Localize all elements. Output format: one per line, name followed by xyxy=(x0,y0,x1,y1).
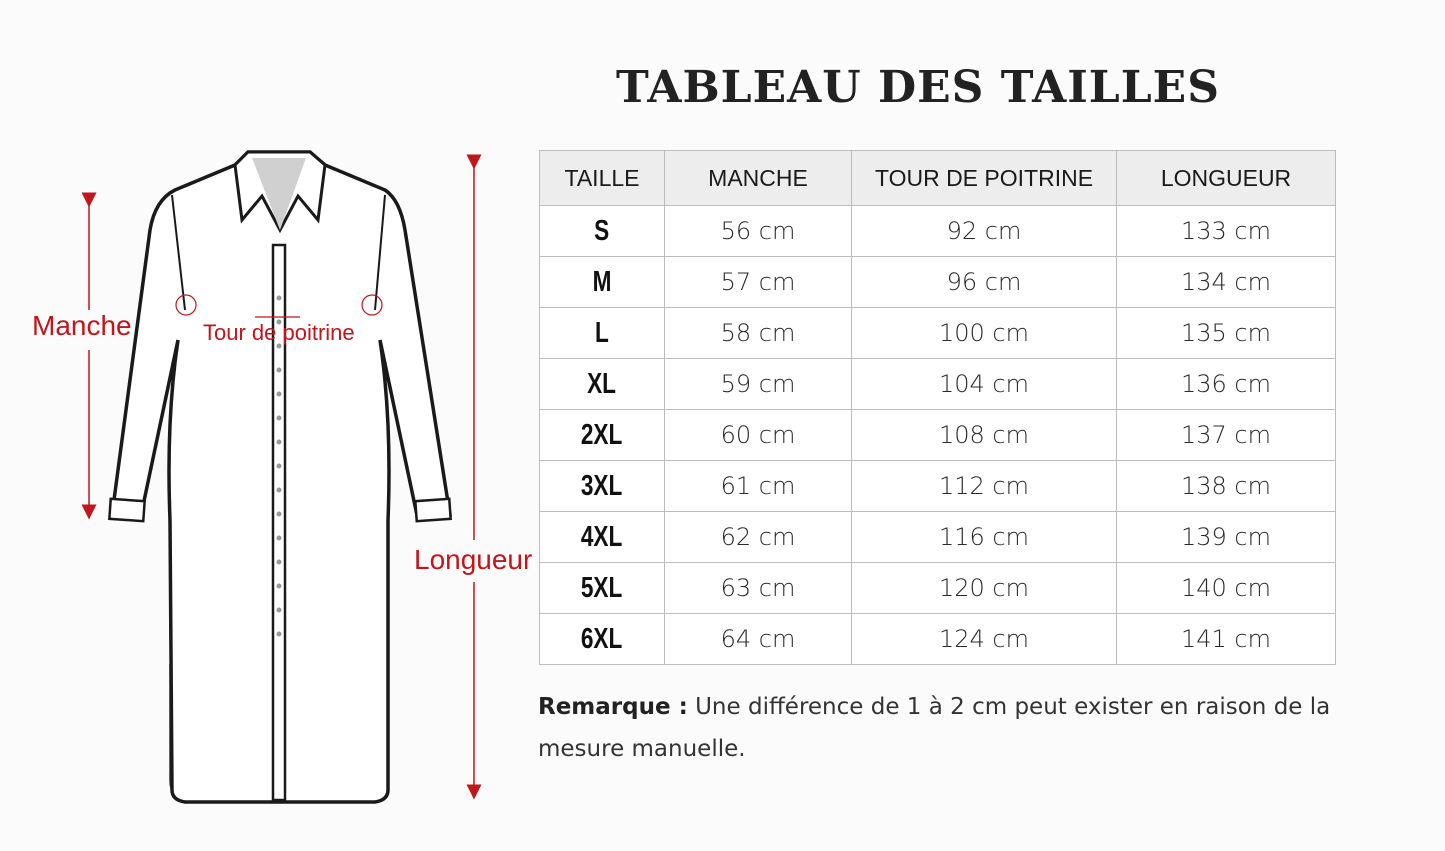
table-row: 2XL 60 cm 108 cm 137 cm xyxy=(539,409,1336,461)
size-label: XL xyxy=(587,367,617,400)
cell-size: S xyxy=(539,205,665,257)
cell-size: 3XL xyxy=(539,460,665,512)
size-label: 2XL xyxy=(581,418,623,451)
table-row: XL 59 cm 104 cm 136 cm xyxy=(539,358,1336,410)
cell-size: 5XL xyxy=(539,562,665,614)
table-row: L 58 cm 100 cm 135 cm xyxy=(539,307,1336,359)
cell-sleeve: 57 cm xyxy=(664,256,852,308)
cell-length: 134 cm xyxy=(1116,256,1336,308)
size-table: TAILLE MANCHE TOUR DE POITRINE LONGUEUR … xyxy=(539,150,1336,665)
cell-chest: 96 cm xyxy=(851,256,1117,308)
cell-length: 139 cm xyxy=(1116,511,1336,563)
size-label: M xyxy=(592,265,612,298)
cell-chest: 116 cm xyxy=(851,511,1117,563)
table-row: S 56 cm 92 cm 133 cm xyxy=(539,205,1336,257)
chest-label: Tour de poitrine xyxy=(203,320,355,345)
note: Remarque : Une différence de 1 à 2 cm pe… xyxy=(538,686,1338,770)
cell-chest: 104 cm xyxy=(851,358,1117,410)
cell-chest: 100 cm xyxy=(851,307,1117,359)
shirt-dress-illustration xyxy=(81,150,482,804)
table-header-row: TAILLE MANCHE TOUR DE POITRINE LONGUEUR xyxy=(539,150,1336,206)
page-title: TABLEAU DES TAILLES xyxy=(616,62,1220,113)
size-label: S xyxy=(594,214,610,247)
cell-size: 2XL xyxy=(539,409,665,461)
cell-length: 133 cm xyxy=(1116,205,1336,257)
size-label: 3XL xyxy=(581,469,623,502)
header-size: TAILLE xyxy=(539,150,665,206)
cell-chest: 92 cm xyxy=(851,205,1117,257)
cell-sleeve: 64 cm xyxy=(664,613,852,665)
cell-length: 140 cm xyxy=(1116,562,1336,614)
table-row: 3XL 61 cm 112 cm 138 cm xyxy=(539,460,1336,512)
sleeve-label: Manche xyxy=(32,310,132,341)
header-length: LONGUEUR xyxy=(1116,150,1336,206)
cell-chest: 112 cm xyxy=(851,460,1117,512)
cell-sleeve: 62 cm xyxy=(664,511,852,563)
size-label: 6XL xyxy=(581,622,623,655)
cell-size: XL xyxy=(539,358,665,410)
table-row: 4XL 62 cm 116 cm 139 cm xyxy=(539,511,1336,563)
cell-sleeve: 60 cm xyxy=(664,409,852,461)
cell-length: 135 cm xyxy=(1116,307,1336,359)
table-row: M 57 cm 96 cm 134 cm xyxy=(539,256,1336,308)
cell-length: 138 cm xyxy=(1116,460,1336,512)
cell-sleeve: 58 cm xyxy=(664,307,852,359)
cell-sleeve: 61 cm xyxy=(664,460,852,512)
cell-chest: 108 cm xyxy=(851,409,1117,461)
note-text: Une différence de 1 à 2 cm peut exister … xyxy=(538,694,1331,762)
cell-length: 137 cm xyxy=(1116,409,1336,461)
cell-length: 141 cm xyxy=(1116,613,1336,665)
size-label: 5XL xyxy=(581,571,623,604)
size-label: L xyxy=(595,316,609,349)
length-label: Longueur xyxy=(414,544,533,575)
cell-chest: 124 cm xyxy=(851,613,1117,665)
cell-size: M xyxy=(539,256,665,308)
table-row: 6XL 64 cm 124 cm 141 cm xyxy=(539,613,1336,665)
cell-size: 4XL xyxy=(539,511,665,563)
table-row: 5XL 63 cm 120 cm 140 cm xyxy=(539,562,1336,614)
cell-sleeve: 56 cm xyxy=(664,205,852,257)
cell-sleeve: 63 cm xyxy=(664,562,852,614)
header-sleeve: MANCHE xyxy=(664,150,852,206)
size-label: 4XL xyxy=(581,520,623,553)
header-chest: TOUR DE POITRINE xyxy=(851,150,1117,206)
note-label: Remarque : xyxy=(538,694,688,720)
cell-chest: 120 cm xyxy=(851,562,1117,614)
cell-sleeve: 59 cm xyxy=(664,358,852,410)
cell-size: 6XL xyxy=(539,613,665,665)
cell-size: L xyxy=(539,307,665,359)
cell-length: 136 cm xyxy=(1116,358,1336,410)
